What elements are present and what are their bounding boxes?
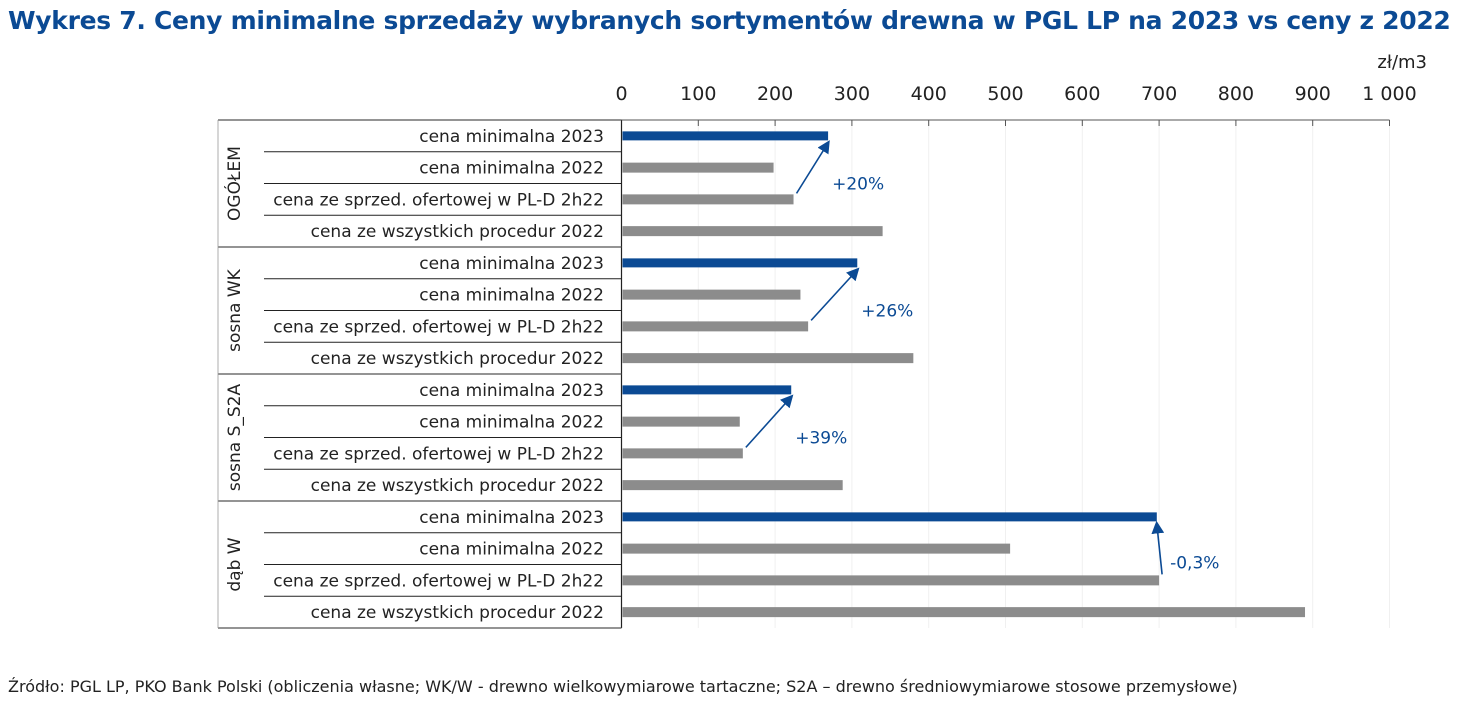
change-label: +39% (795, 429, 847, 449)
row-label: cena ze wszystkich procedur 2022 (311, 222, 604, 242)
row-label: cena minimalna 2023 (419, 254, 604, 274)
tick-label: 800 (1218, 83, 1254, 105)
bar (622, 448, 743, 459)
bar (622, 607, 1306, 618)
bar (622, 512, 1157, 522)
row-label: cena ze sprzed. ofertowej w PL-D 2h22 (273, 571, 604, 591)
tick-label: 400 (911, 83, 947, 105)
row-label: cena ze sprzed. ofertowej w PL-D 2h22 (273, 190, 604, 210)
change-arrow (745, 394, 794, 448)
tick-label: 300 (834, 83, 870, 105)
tick-label: 700 (1141, 83, 1177, 105)
change-arrow (1151, 520, 1165, 575)
tick-label: 600 (1064, 83, 1100, 105)
tick-label: 0 (615, 83, 627, 105)
row-label: cena ze wszystkich procedur 2022 (311, 476, 604, 496)
bar (622, 194, 794, 205)
bar (622, 289, 801, 300)
unit-label: zł/m3 (1377, 52, 1427, 73)
row-label: cena ze wszystkich procedur 2022 (311, 349, 604, 369)
source-note: Źródło: PGL LP, PKO Bank Polski (oblicze… (8, 677, 1238, 696)
bar (622, 416, 740, 427)
row-label: cena minimalna 2022 (419, 286, 604, 306)
row-label: cena ze sprzed. ofertowej w PL-D 2h22 (273, 444, 604, 464)
row-label: cena ze sprzed. ofertowej w PL-D 2h22 (273, 317, 604, 337)
bar (622, 543, 1011, 554)
tick-label: 1 000 (1362, 83, 1416, 105)
change-label: +20% (832, 175, 884, 195)
group-label: dąb W (225, 537, 245, 591)
change-arrow (810, 267, 860, 321)
bar (622, 258, 858, 268)
tick-label: 900 (1295, 83, 1331, 105)
tick-label: 500 (987, 83, 1023, 105)
tick-label: 100 (680, 83, 716, 105)
row-label: cena minimalna 2022 (419, 413, 604, 433)
row-label: cena minimalna 2022 (419, 159, 604, 179)
tick-label: 200 (757, 83, 793, 105)
row-label: cena minimalna 2023 (419, 508, 604, 528)
row-label: cena minimalna 2022 (419, 540, 604, 560)
chart-title: Wykres 7. Ceny minimalne sprzedaży wybra… (8, 6, 1451, 35)
row-label: cena ze wszystkich procedur 2022 (311, 603, 604, 623)
bar (622, 226, 883, 237)
change-label: -0,3% (1170, 554, 1219, 574)
bar (622, 321, 809, 332)
bar (622, 131, 829, 141)
group-label: OGÓŁEM (223, 146, 245, 221)
bar (622, 353, 914, 364)
row-label: cena minimalna 2023 (419, 127, 604, 147)
row-label: cena minimalna 2023 (419, 381, 604, 401)
change-arrow (795, 140, 830, 194)
bar (622, 162, 774, 173)
group-label: sosna S_S2A (225, 384, 245, 492)
bar (622, 575, 1160, 586)
bar (622, 385, 792, 395)
group-label: sosna WK (225, 268, 245, 352)
bar (622, 480, 843, 491)
change-label: +26% (861, 302, 913, 322)
